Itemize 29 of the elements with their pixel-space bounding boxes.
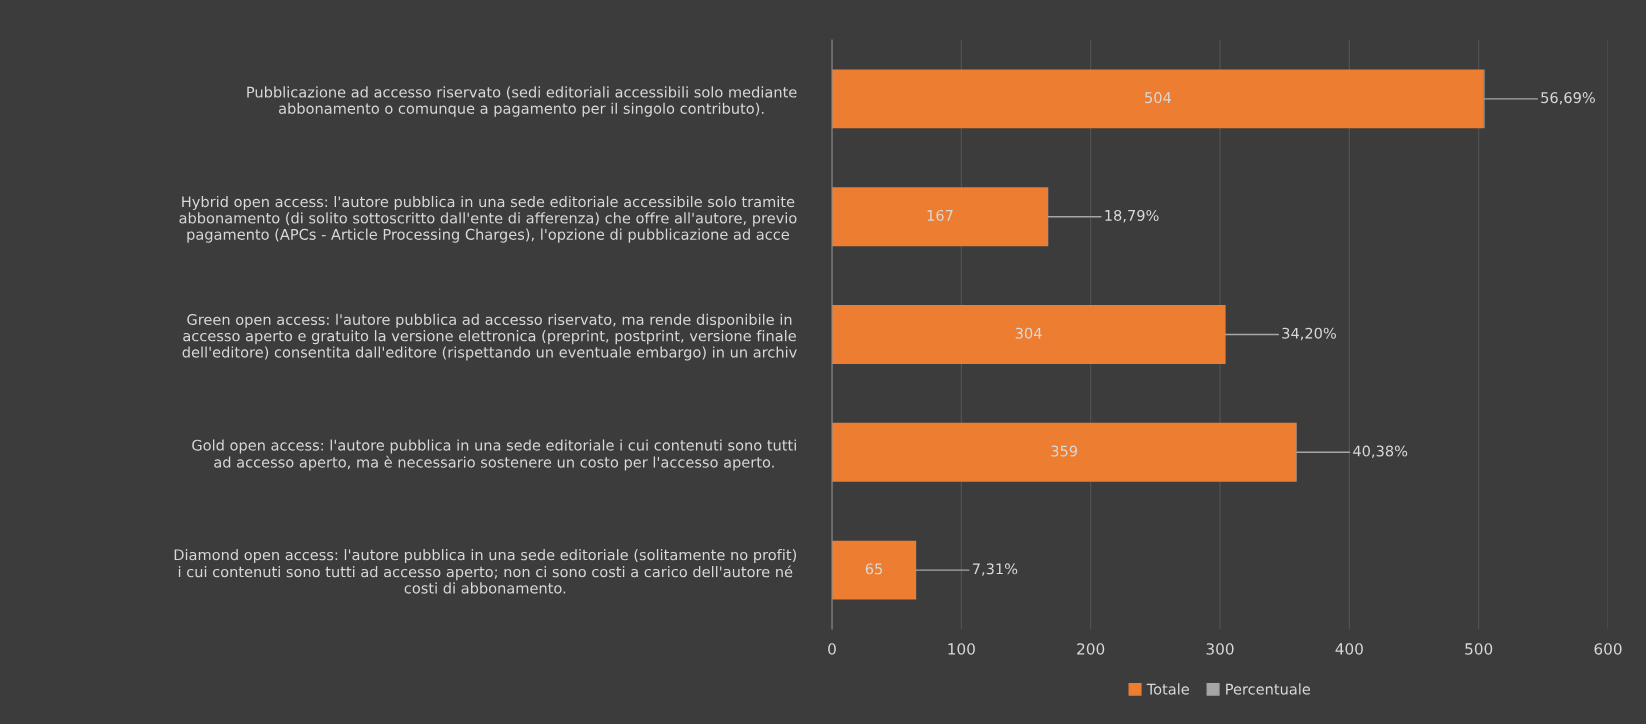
data-label: 65 — [865, 563, 883, 575]
x-tick-label: 500 — [1465, 643, 1493, 655]
data-label: 56,69% — [1541, 92, 1595, 105]
bar — [832, 187, 1048, 247]
y-tick-label: Pubblicazione ad accesso riservato (sedi editoriali accessibili solo mediante abbonamento o comunque a pagamento per il singolo contributo). — [247, 86, 797, 117]
data-label: 40,38% — [1353, 445, 1408, 459]
data-label: 18,79% — [1105, 209, 1159, 223]
bar — [832, 540, 917, 600]
x-tick-label: 100 — [948, 643, 975, 655]
data-label: 34,20% — [1282, 327, 1336, 341]
data-label: 304 — [1015, 327, 1042, 339]
legend-label: Totale — [1146, 683, 1189, 695]
y-tick-label: Gold open access: l'autore pubblica in una sede editoriale i cui contenuti sono tutti ad accesso aperto, ma è necessario sostenere un costo per l'accesso aperto. — [192, 439, 796, 471]
x-tick-label: 0 — [828, 643, 836, 655]
y-tick-label: Hybrid open access: l'autore pubblica in una sede editoriale accessibile solo tramite abbonamento (di solito sottoscritto dall'ente di afferenza) che offre all'autore, previo pagamento (APCs - Article Processing Charges), l'opzione di pubblicazione ad acce — [179, 195, 797, 243]
data-label: 167 — [927, 209, 953, 221]
x-tick-label: 300 — [1206, 643, 1234, 655]
x-tick-label: 200 — [1077, 643, 1105, 655]
bar — [832, 305, 1226, 364]
data-label: 7,31% — [972, 563, 1018, 576]
y-tick-label: Diamond open access: l'autore pubblica in una sede editoriale (solitamente no profit) i cui contenuti sono tutti ad accesso aperto; non ci sono costi a carico dell'autore né costi di abbonamento. — [174, 548, 797, 594]
bar — [832, 422, 1297, 482]
x-tick-label: 400 — [1335, 643, 1363, 655]
data-label: 504 — [1145, 92, 1172, 104]
data-label: 359 — [1051, 445, 1078, 457]
legend-label: Percentuale — [1226, 683, 1311, 695]
bar — [832, 69, 1484, 129]
y-tick-label: Green open access: l'autore pubblica ad accesso riservato, ma rende disponibile in accesso aperto e gratuito la versione elettronica (preprint, postprint, versione finale dell'editore) consentita dall'editore (rispettando un eventuale embargo) in un archiv — [182, 313, 797, 361]
x-tick-label: 600 — [1594, 643, 1622, 655]
